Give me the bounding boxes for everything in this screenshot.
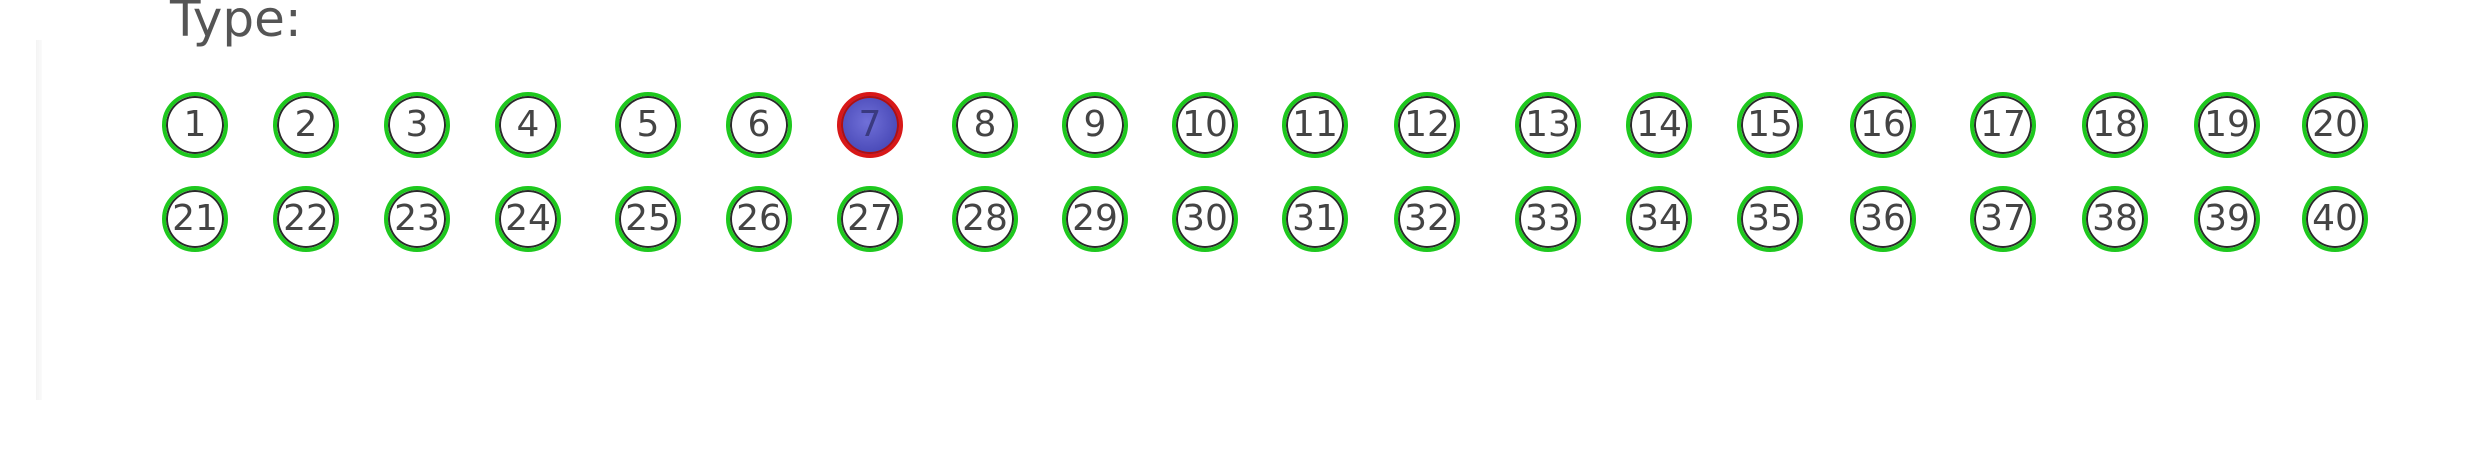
bubble-15[interactable]: 15 bbox=[1737, 92, 1803, 158]
bubble-14[interactable]: 14 bbox=[1626, 92, 1692, 158]
bubble-34[interactable]: 34 bbox=[1626, 186, 1692, 252]
bubble-label: 3 bbox=[405, 104, 429, 145]
bubble-label: 27 bbox=[847, 198, 893, 239]
bubble-35[interactable]: 35 bbox=[1737, 186, 1803, 252]
bubble-9[interactable]: 9 bbox=[1062, 92, 1128, 158]
bubble-31[interactable]: 31 bbox=[1282, 186, 1348, 252]
bubble-2[interactable]: 2 bbox=[273, 92, 339, 158]
bubble-18[interactable]: 18 bbox=[2082, 92, 2148, 158]
bubble-36[interactable]: 36 bbox=[1850, 186, 1916, 252]
bubble-label: 36 bbox=[1860, 198, 1906, 239]
bubble-label: 26 bbox=[736, 198, 782, 239]
bubble-label: 19 bbox=[2204, 104, 2250, 145]
bubble-30[interactable]: 30 bbox=[1172, 186, 1238, 252]
bubble-label: 10 bbox=[1182, 104, 1228, 145]
bubble-label: 16 bbox=[1860, 104, 1906, 145]
bubble-label: 22 bbox=[283, 198, 329, 239]
bubble-label: 37 bbox=[1980, 198, 2026, 239]
page-edge-shadow bbox=[36, 40, 42, 400]
bubble-38[interactable]: 38 bbox=[2082, 186, 2148, 252]
bubble-16[interactable]: 16 bbox=[1850, 92, 1916, 158]
bubble-label: 20 bbox=[2312, 104, 2358, 145]
bubble-4[interactable]: 4 bbox=[495, 92, 561, 158]
bubble-7[interactable]: 7 bbox=[837, 92, 903, 158]
bubble-label: 24 bbox=[505, 198, 551, 239]
bubble-label: 39 bbox=[2204, 198, 2250, 239]
bubble-label: 40 bbox=[2312, 198, 2358, 239]
bubble-28[interactable]: 28 bbox=[952, 186, 1018, 252]
bubble-label: 18 bbox=[2092, 104, 2138, 145]
bubble-12[interactable]: 12 bbox=[1394, 92, 1460, 158]
bubble-1[interactable]: 1 bbox=[162, 92, 228, 158]
bubble-label: 34 bbox=[1636, 198, 1682, 239]
bubble-label: 5 bbox=[636, 104, 660, 145]
bubble-29[interactable]: 29 bbox=[1062, 186, 1128, 252]
bubble-17[interactable]: 17 bbox=[1970, 92, 2036, 158]
bubble-27[interactable]: 27 bbox=[837, 186, 903, 252]
bubble-3[interactable]: 3 bbox=[384, 92, 450, 158]
bubble-6[interactable]: 6 bbox=[726, 92, 792, 158]
bubble-label: 33 bbox=[1525, 198, 1571, 239]
bubble-33[interactable]: 33 bbox=[1515, 186, 1581, 252]
bubble-label: 2 bbox=[294, 104, 318, 145]
bubble-39[interactable]: 39 bbox=[2194, 186, 2260, 252]
bubble-label: 31 bbox=[1292, 198, 1338, 239]
type-label: Type: bbox=[170, 0, 302, 48]
bubble-label: 17 bbox=[1980, 104, 2026, 145]
bubble-label: 38 bbox=[2092, 198, 2138, 239]
bubble-label: 23 bbox=[394, 198, 440, 239]
bubble-label: 4 bbox=[516, 104, 540, 145]
bubble-label: 6 bbox=[747, 104, 771, 145]
bubble-label: 12 bbox=[1404, 104, 1450, 145]
bubble-label: 25 bbox=[625, 198, 671, 239]
bubble-13[interactable]: 13 bbox=[1515, 92, 1581, 158]
bubble-label: 32 bbox=[1404, 198, 1450, 239]
bubble-5[interactable]: 5 bbox=[615, 92, 681, 158]
bubble-label: 15 bbox=[1747, 104, 1793, 145]
bubble-20[interactable]: 20 bbox=[2302, 92, 2368, 158]
bubble-40[interactable]: 40 bbox=[2302, 186, 2368, 252]
bubble-label: 30 bbox=[1182, 198, 1228, 239]
bubble-11[interactable]: 11 bbox=[1282, 92, 1348, 158]
bubble-23[interactable]: 23 bbox=[384, 186, 450, 252]
bubble-label: 21 bbox=[172, 198, 218, 239]
bubble-label: 35 bbox=[1747, 198, 1793, 239]
bubble-10[interactable]: 10 bbox=[1172, 92, 1238, 158]
bubble-24[interactable]: 24 bbox=[495, 186, 561, 252]
bubble-label: 8 bbox=[973, 104, 997, 145]
bubble-8[interactable]: 8 bbox=[952, 92, 1018, 158]
bubble-32[interactable]: 32 bbox=[1394, 186, 1460, 252]
bubble-26[interactable]: 26 bbox=[726, 186, 792, 252]
bubble-37[interactable]: 37 bbox=[1970, 186, 2036, 252]
bubble-label: 13 bbox=[1525, 104, 1571, 145]
bubble-22[interactable]: 22 bbox=[273, 186, 339, 252]
bubble-label: 14 bbox=[1636, 104, 1682, 145]
bubble-label: 11 bbox=[1292, 104, 1338, 145]
bubble-label: 7 bbox=[858, 104, 882, 145]
bubble-label: 28 bbox=[962, 198, 1008, 239]
bubble-label: 9 bbox=[1083, 104, 1107, 145]
bubble-19[interactable]: 19 bbox=[2194, 92, 2260, 158]
bubble-label: 1 bbox=[183, 104, 207, 145]
bubble-label: 29 bbox=[1072, 198, 1118, 239]
bubble-25[interactable]: 25 bbox=[615, 186, 681, 252]
bubble-21[interactable]: 21 bbox=[162, 186, 228, 252]
